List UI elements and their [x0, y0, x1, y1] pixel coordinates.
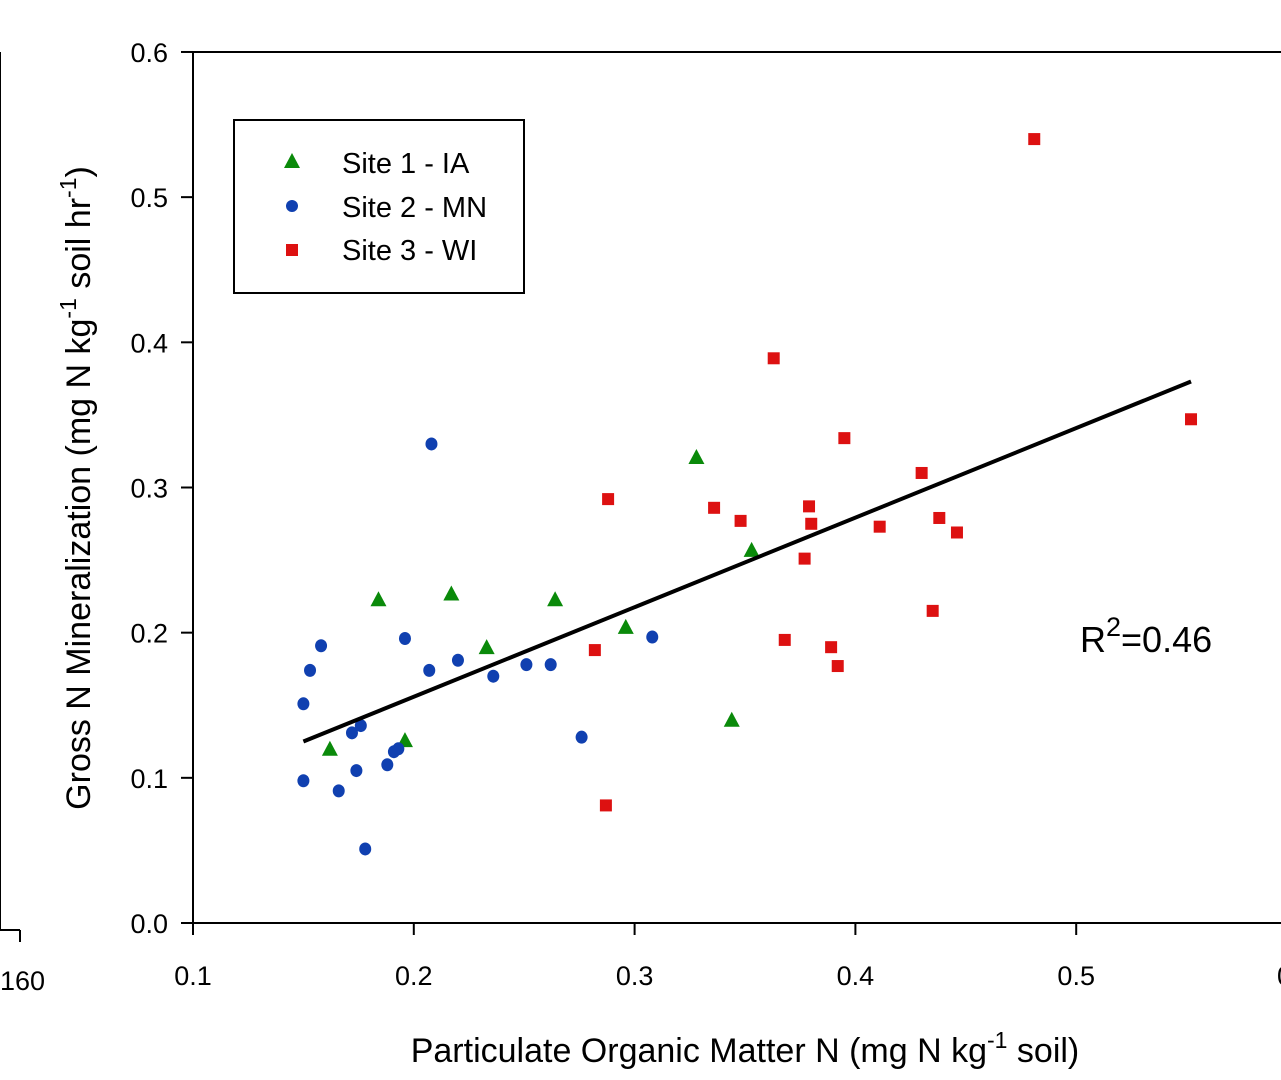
x-tick-label: 0.5 — [1057, 961, 1095, 991]
site-3-point — [831, 660, 844, 673]
site-3-point — [926, 604, 939, 617]
site-2-point — [381, 758, 394, 772]
r-squared-annotation: R2=0.46 — [1080, 612, 1212, 660]
y-tick-label: 0.3 — [130, 473, 168, 503]
site-3-point — [798, 552, 811, 565]
y-tick-label: 0.5 — [130, 183, 168, 213]
x-title-tail: soil) — [1007, 1032, 1079, 1070]
site-2-point — [332, 784, 345, 798]
site-3-point — [708, 501, 721, 514]
site-3-point — [873, 520, 886, 533]
legend-box — [233, 119, 525, 294]
y-tick-label: 0.4 — [130, 328, 168, 358]
site-3-point — [825, 641, 838, 654]
site-2-point — [345, 726, 358, 740]
site-2-point — [423, 663, 436, 677]
legend-label-site-2: Site 2 - MN — [342, 192, 487, 224]
site-2-point — [392, 742, 405, 756]
y-title-mid: soil hr — [60, 198, 98, 298]
site-2-point — [575, 730, 588, 744]
site-3-point — [803, 500, 816, 513]
x-title-main: Particulate Organic Matter N (mg N kg — [411, 1032, 987, 1070]
x-tick-label: 0.1 — [174, 961, 212, 991]
legend: Site 1 - IA Site 2 - MN Site 3 - WI — [233, 119, 525, 294]
annot-rest: =0.46 — [1121, 619, 1212, 660]
site-1-point — [743, 541, 760, 557]
site-3-point — [950, 526, 963, 539]
legend-marker-site-3 — [286, 244, 298, 256]
regression-line — [302, 379, 1192, 744]
site-2-point — [425, 437, 438, 451]
site-2-point — [520, 658, 533, 672]
site-2-point — [350, 764, 363, 778]
site-2-point — [304, 663, 317, 677]
site-3-point — [778, 633, 791, 646]
site-3-point — [767, 352, 780, 365]
site-3-point — [602, 493, 615, 506]
y-title-sup1: -1 — [55, 298, 81, 318]
x-tick-label: 0.3 — [616, 961, 654, 991]
y-title-tail: ) — [60, 166, 98, 177]
y-tick-label: 0.2 — [130, 619, 168, 649]
annot-sup: 2 — [1106, 612, 1121, 642]
site-1-point — [370, 591, 387, 607]
site-2-point — [646, 630, 659, 644]
site-1-point — [617, 618, 634, 634]
site-1-point — [321, 740, 338, 756]
y-tick-label: 0.1 — [130, 764, 168, 794]
left-partial-chart: 160 — [0, 52, 45, 996]
site-2-point — [487, 669, 500, 683]
x-tick-label: 0.4 — [837, 961, 875, 991]
site-3-point — [599, 799, 612, 812]
y-tick-label: 0.0 — [130, 909, 168, 939]
legend-label-site-1: Site 1 - IA — [342, 148, 470, 180]
site-2-point — [544, 658, 557, 672]
x-axis-title: Particulate Organic Matter N (mg N kg-1 … — [411, 1027, 1080, 1070]
y-axis-title: Gross N Mineralization (mg N kg-1 soil h… — [55, 166, 98, 810]
site-2-point — [297, 697, 310, 711]
site-1-point — [443, 585, 460, 601]
data-points — [297, 133, 1198, 856]
x-title-sup: -1 — [987, 1027, 1007, 1053]
site-3-point — [915, 466, 928, 479]
site-1-point — [478, 639, 495, 655]
x-tick-label: 0.2 — [395, 961, 433, 991]
site-3-point — [805, 517, 818, 530]
site-2-point — [297, 774, 310, 788]
y-title-main: Gross N Mineralization (mg N kg — [60, 319, 98, 810]
site-2-point — [398, 631, 411, 645]
site-3-point — [933, 511, 946, 524]
site-2-point — [315, 639, 328, 653]
left-partial-tick-label: 160 — [0, 966, 45, 996]
y-axis-ticks: 0.0 0.1 0.2 0.3 0.4 0.5 0.6 — [130, 38, 193, 939]
y-tick-label: 0.6 — [130, 38, 168, 68]
site-3-point — [734, 514, 747, 527]
site-3-point — [838, 432, 851, 445]
site-1-point — [688, 449, 705, 465]
site-2-point — [451, 653, 464, 667]
site-3-point — [1185, 413, 1198, 426]
site-2-point — [359, 842, 372, 856]
annot-base: R — [1080, 619, 1106, 660]
site-3-point — [588, 644, 601, 657]
right-partial-tick-label: 0 — [1277, 961, 1281, 991]
legend-label-site-3: Site 3 - WI — [342, 235, 477, 267]
site-2-point — [354, 719, 367, 733]
site-3-point — [1028, 133, 1041, 146]
y-title-sup2: -1 — [55, 178, 81, 198]
x-axis-ticks: 0.1 0.2 0.3 0.4 0.5 — [174, 923, 1095, 991]
legend-marker-site-1 — [284, 153, 300, 168]
site-1-point — [723, 711, 740, 727]
site-1-point — [547, 591, 564, 607]
legend-marker-site-2 — [286, 200, 298, 212]
